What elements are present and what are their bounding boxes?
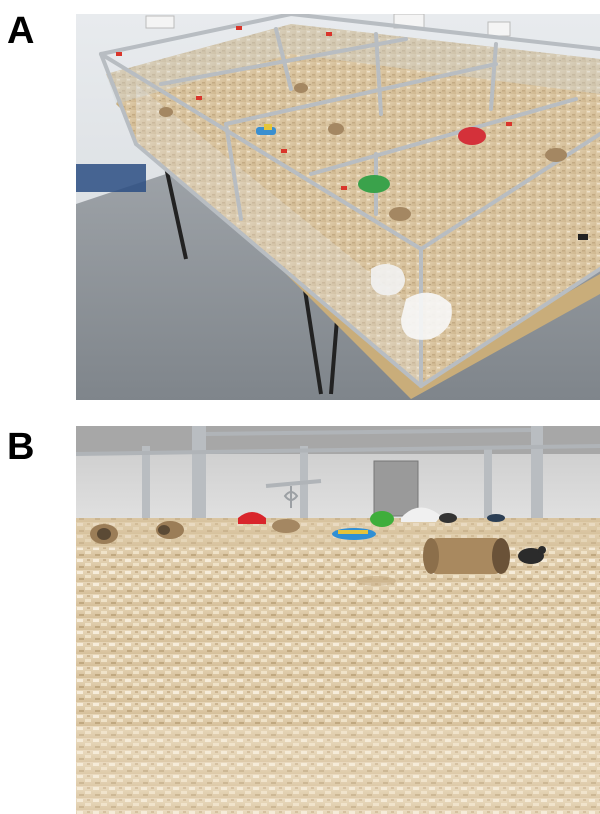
green-toy (358, 175, 390, 193)
photo-enclosure-overview (76, 14, 600, 400)
panel-label-a: A (7, 10, 35, 52)
panel-label-b: B (7, 426, 35, 468)
photo-enclosure-closeup (76, 426, 600, 814)
